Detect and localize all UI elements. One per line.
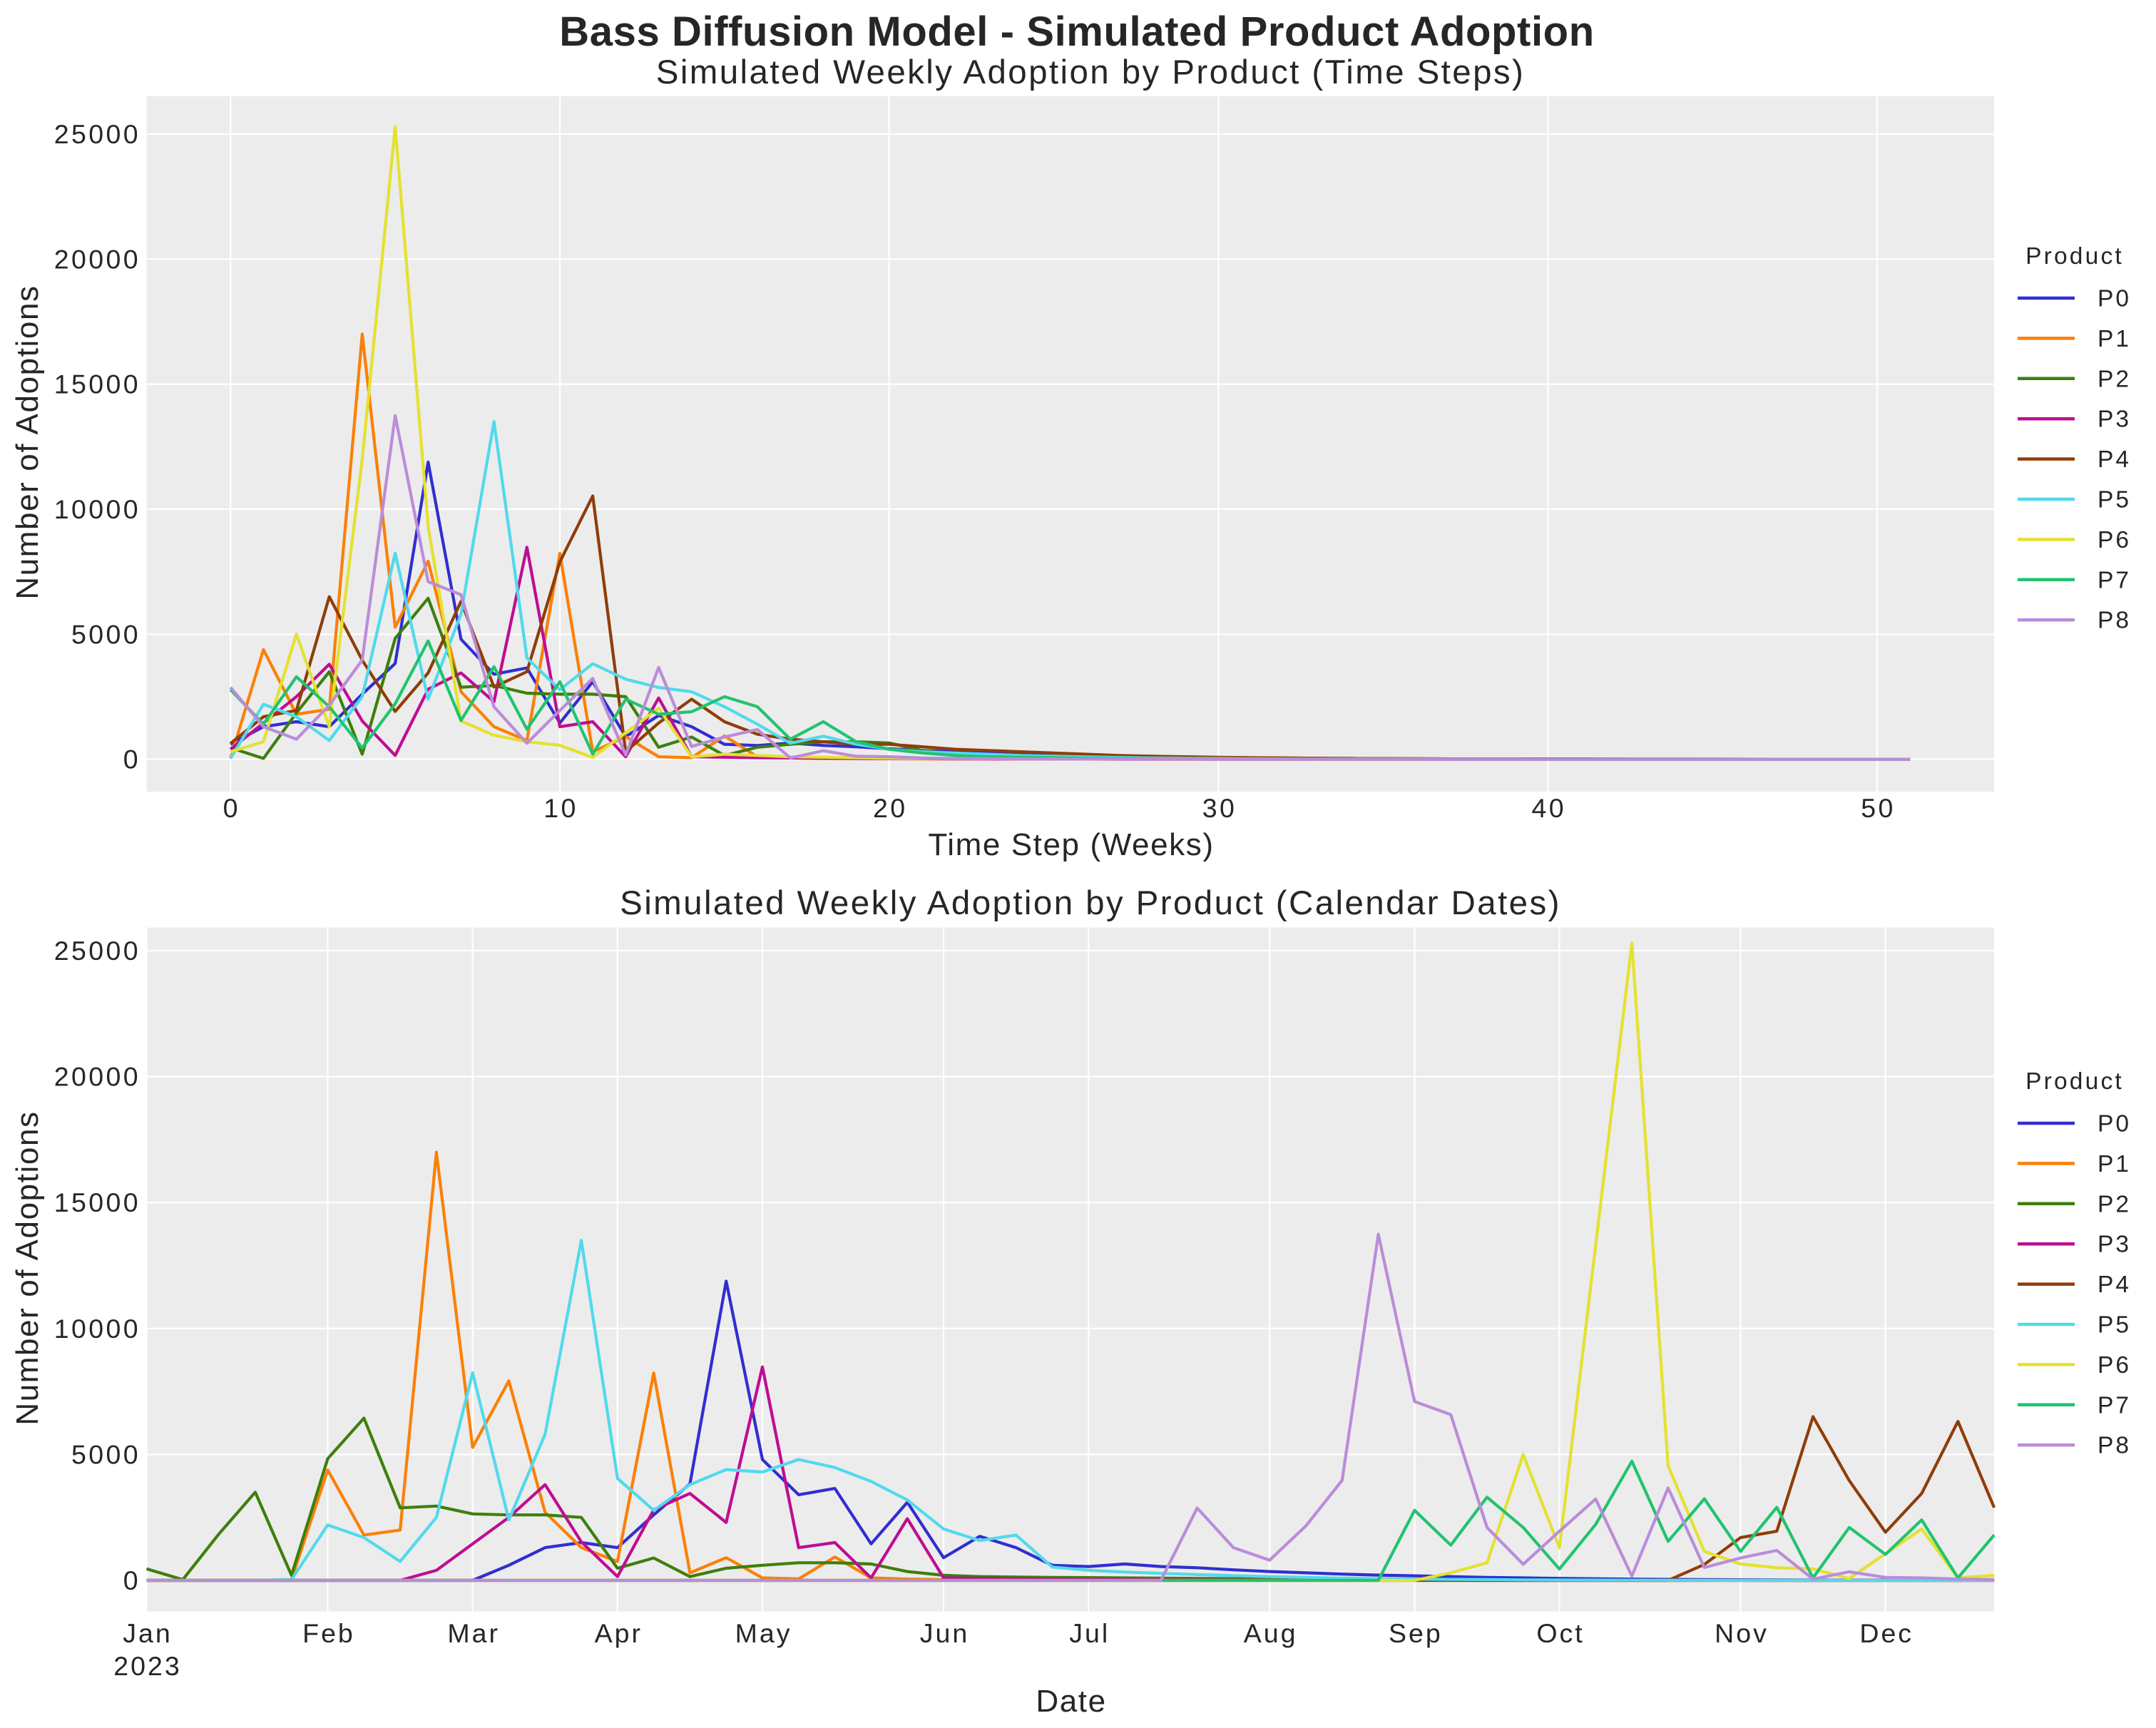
svg-text:P2: P2 <box>2098 1191 2131 1217</box>
svg-text:P0: P0 <box>2098 286 2131 312</box>
svg-text:0: 0 <box>223 793 240 823</box>
svg-text:10: 10 <box>543 793 578 823</box>
svg-text:P6: P6 <box>2098 527 2131 553</box>
svg-text:Simulated Weekly Adoption by P: Simulated Weekly Adoption by Product (Ti… <box>656 53 1526 91</box>
svg-text:P5: P5 <box>2098 1312 2131 1339</box>
svg-text:40: 40 <box>1531 793 1566 823</box>
svg-text:20000: 20000 <box>54 1062 141 1092</box>
svg-text:10000: 10000 <box>54 494 141 524</box>
svg-text:P2: P2 <box>2098 366 2131 392</box>
svg-text:Aug: Aug <box>1244 1618 1298 1648</box>
svg-text:P8: P8 <box>2098 1433 2131 1459</box>
svg-text:P4: P4 <box>2098 446 2131 473</box>
svg-text:Apr: Apr <box>595 1618 643 1648</box>
svg-text:Dec: Dec <box>1859 1618 1914 1648</box>
svg-text:15000: 15000 <box>54 1187 141 1217</box>
svg-text:0: 0 <box>123 745 141 774</box>
svg-text:Bass Diffusion Model - Simulat: Bass Diffusion Model - Simulated Product… <box>559 9 1594 55</box>
svg-text:P8: P8 <box>2098 608 2131 634</box>
svg-text:25000: 25000 <box>54 119 141 149</box>
svg-text:Mar: Mar <box>447 1618 500 1648</box>
svg-text:P3: P3 <box>2098 1232 2131 1258</box>
svg-text:Jun: Jun <box>920 1618 969 1648</box>
svg-text:P3: P3 <box>2098 407 2131 433</box>
svg-text:Simulated Weekly Adoption by P: Simulated Weekly Adoption by Product (Ca… <box>620 884 1561 922</box>
svg-text:P7: P7 <box>2098 1392 2131 1418</box>
svg-text:Jul: Jul <box>1069 1618 1110 1648</box>
svg-text:P1: P1 <box>2098 326 2131 352</box>
svg-text:50: 50 <box>1861 793 1896 823</box>
svg-text:Nov: Nov <box>1715 1618 1769 1648</box>
svg-text:25000: 25000 <box>54 936 141 966</box>
svg-text:5000: 5000 <box>71 1439 141 1469</box>
svg-text:Oct: Oct <box>1536 1618 1584 1648</box>
svg-text:Feb: Feb <box>302 1618 355 1648</box>
svg-text:Number of Adoptions: Number of Adoptions <box>10 285 45 599</box>
svg-text:5000: 5000 <box>71 619 141 649</box>
svg-text:P1: P1 <box>2098 1151 2131 1177</box>
svg-text:Product: Product <box>2025 243 2124 270</box>
svg-text:Product: Product <box>2025 1068 2124 1095</box>
svg-text:30: 30 <box>1202 793 1237 823</box>
svg-text:P0: P0 <box>2098 1111 2131 1137</box>
svg-text:10000: 10000 <box>54 1314 141 1344</box>
svg-text:Sep: Sep <box>1389 1618 1443 1648</box>
svg-text:P4: P4 <box>2098 1272 2131 1298</box>
svg-text:May: May <box>735 1618 792 1648</box>
svg-text:P6: P6 <box>2098 1352 2131 1379</box>
svg-text:20000: 20000 <box>54 244 141 274</box>
svg-text:Time Step (Weeks): Time Step (Weeks) <box>928 827 1214 862</box>
svg-text:2023: 2023 <box>113 1651 181 1681</box>
svg-text:20: 20 <box>873 793 908 823</box>
svg-text:P7: P7 <box>2098 567 2131 593</box>
svg-text:P5: P5 <box>2098 487 2131 513</box>
svg-text:0: 0 <box>123 1565 141 1595</box>
svg-text:Number of Adoptions: Number of Adoptions <box>10 1110 45 1425</box>
svg-text:15000: 15000 <box>54 369 141 399</box>
svg-text:Jan: Jan <box>123 1618 172 1648</box>
svg-text:Date: Date <box>1036 1684 1106 1719</box>
